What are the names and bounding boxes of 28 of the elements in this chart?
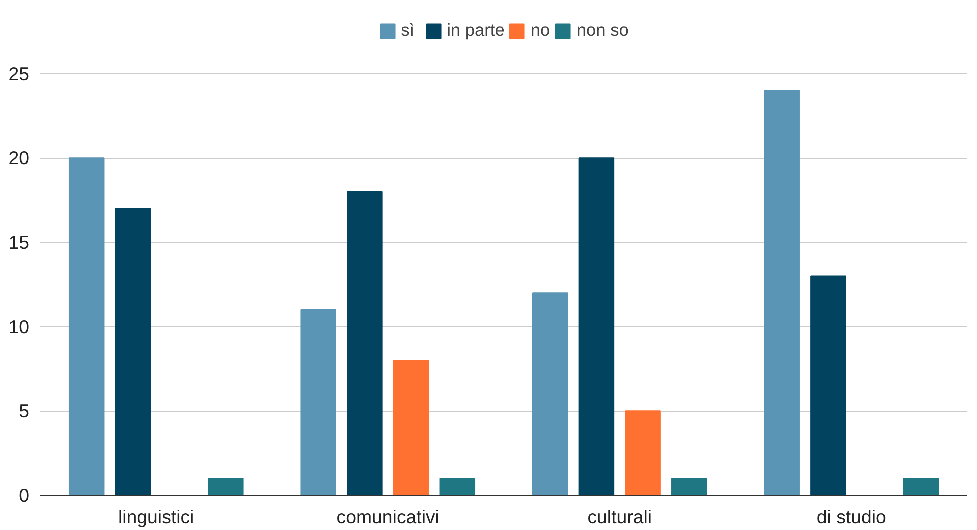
bar: [810, 276, 846, 496]
y-tick-label: 10: [8, 316, 30, 338]
x-tick-label: di studio: [816, 506, 886, 528]
legend-label: in parte: [447, 20, 505, 41]
x-tick-label: culturali: [588, 506, 652, 528]
bar: [115, 208, 152, 496]
bar: [532, 292, 568, 496]
bar: [903, 478, 940, 496]
bar: [440, 478, 476, 496]
bar: [393, 360, 430, 496]
bar: [68, 158, 105, 496]
legend-label: no: [530, 20, 551, 41]
bar: [300, 309, 336, 496]
x-tick-label: comunicativi: [336, 506, 440, 528]
x-tick-label: linguistici: [118, 506, 194, 528]
bar: [764, 90, 800, 496]
bar: [208, 478, 244, 496]
y-tick-label: 15: [8, 232, 30, 253]
y-tick-label: 0: [19, 485, 30, 506]
y-tick-label: 20: [8, 148, 30, 169]
legend-label: sì: [401, 20, 416, 41]
y-tick-label: 5: [19, 400, 30, 422]
bar: [578, 158, 615, 496]
y-tick-label: 25: [8, 63, 30, 84]
bar: [347, 191, 383, 496]
bar: [672, 478, 708, 496]
legend-label: non so: [576, 20, 629, 41]
bar: [625, 410, 661, 496]
